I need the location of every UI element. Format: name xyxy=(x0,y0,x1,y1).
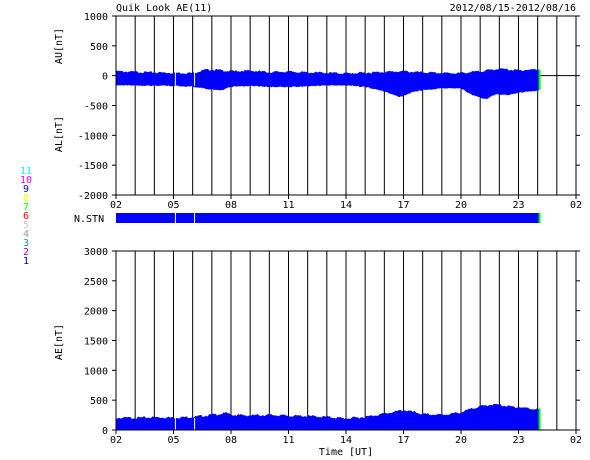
ae-xtick-label: 14 xyxy=(340,435,352,446)
ae-axis-label: AE[nT] xyxy=(54,324,65,360)
ae-ytick-label: 2000 xyxy=(84,307,108,318)
x-axis-label: Time [UT] xyxy=(319,447,373,458)
legend-item: 6 xyxy=(23,211,29,222)
au-al-frame xyxy=(115,15,577,196)
au-al-ytick-label: -500 xyxy=(84,102,108,113)
ae-end-marker xyxy=(538,408,541,430)
legend-item: 3 xyxy=(23,238,29,249)
station-count-panel: N.STN xyxy=(74,213,541,225)
au-al-ytick-label: 500 xyxy=(90,42,108,53)
au-al-xtick-label: 05 xyxy=(167,200,179,211)
ae-xtick-label: 08 xyxy=(225,435,237,446)
legend-item: 11 xyxy=(20,166,32,177)
ae-ytick-label: 3000 xyxy=(84,247,108,258)
au-al-xtick-label: 20 xyxy=(455,200,467,211)
au-axis-label: AU[nT] xyxy=(54,28,65,64)
station-end-marker xyxy=(538,213,541,223)
legend-item: 2 xyxy=(23,247,29,258)
legend-item: 7 xyxy=(23,202,29,213)
ae-xtick-label: 20 xyxy=(455,435,467,446)
ae-xtick-label: 02 xyxy=(110,435,122,446)
legend-item: 9 xyxy=(23,184,29,195)
station-count-bar xyxy=(116,213,540,223)
au-al-xtick-label: 23 xyxy=(512,200,524,211)
au-al-ytick-label: -1500 xyxy=(78,161,108,172)
ae-ytick-label: 2500 xyxy=(84,277,108,288)
ae-xtick-label: 17 xyxy=(397,435,409,446)
ae-xtick-label: 02 xyxy=(570,435,582,446)
ae-xtick-label: 23 xyxy=(512,435,524,446)
al-axis-label: AL[nT] xyxy=(54,116,65,152)
legend-item: 10 xyxy=(20,175,32,186)
ae-xtick-label: 05 xyxy=(167,435,179,446)
au-al-xtick-label: 11 xyxy=(282,200,294,211)
ae-ytick-label: 0 xyxy=(102,426,108,437)
legend-item: 1 xyxy=(23,256,29,267)
au-al-ytick-label: -2000 xyxy=(78,191,108,202)
ae-frame xyxy=(115,250,577,431)
au-al-ytick-label: 1000 xyxy=(84,12,108,23)
au-al-xtick-label: 14 xyxy=(340,200,352,211)
ae-area xyxy=(115,403,540,431)
chart-title: Quik Look AE(11) xyxy=(116,3,212,14)
au-al-ytick-label: 0 xyxy=(102,72,108,83)
au-al-xtick-label: 02 xyxy=(110,200,122,211)
au-al-xtick-label: 08 xyxy=(225,200,237,211)
date-range: 2012/08/15-2012/08/16 xyxy=(450,3,576,14)
au-al-xtick-label: 17 xyxy=(397,200,409,211)
au-al-band xyxy=(115,68,539,100)
ae-ytick-label: 1500 xyxy=(84,337,108,348)
ae-ytick-label: 1000 xyxy=(84,366,108,377)
au-al-ytick-label: -1000 xyxy=(78,131,108,142)
station-count-label: N.STN xyxy=(74,214,104,225)
au-al-xtick-label: 02 xyxy=(570,200,582,211)
data-end-marker xyxy=(538,69,541,90)
legend-item: 5 xyxy=(23,220,29,231)
legend-item: 4 xyxy=(23,229,29,240)
ae-xtick-label: 11 xyxy=(282,435,294,446)
legend-item: 8 xyxy=(23,193,29,204)
ae-ytick-label: 500 xyxy=(90,396,108,407)
